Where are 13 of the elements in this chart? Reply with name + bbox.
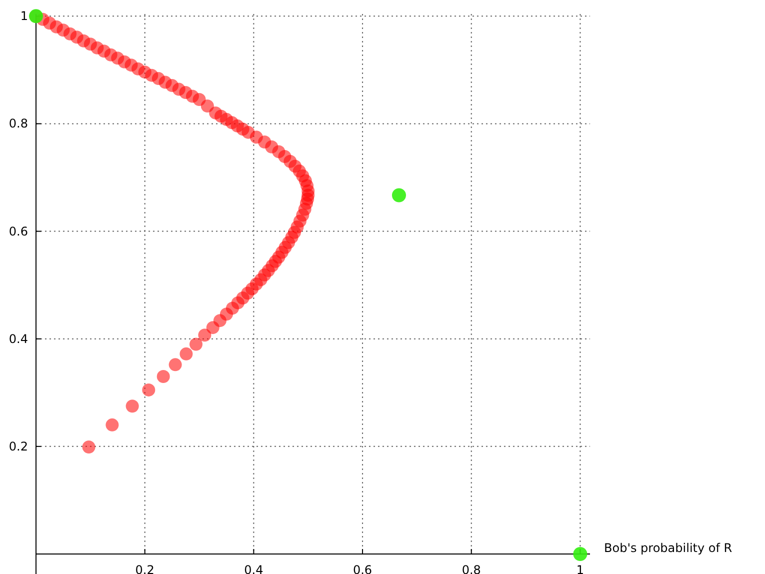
x-tick-label: 0.4: [244, 563, 264, 574]
x-tick-label: 0.8: [462, 563, 481, 574]
y-tick-label: 0.8: [8, 116, 28, 131]
y-tick-label: 1: [20, 9, 28, 24]
point: [573, 547, 588, 561]
y-tick-label: 0.4: [8, 332, 28, 346]
x-tick-label: 1: [576, 563, 584, 574]
y-tick-label: 0.2: [8, 439, 28, 454]
x-tick-label: 0.2: [135, 563, 154, 574]
x-axis-title: Bob's probability of R: [604, 541, 732, 555]
x-tick-label: 0.6: [352, 563, 372, 574]
point: [392, 188, 406, 202]
y-tick-label: 0.6: [8, 224, 28, 238]
